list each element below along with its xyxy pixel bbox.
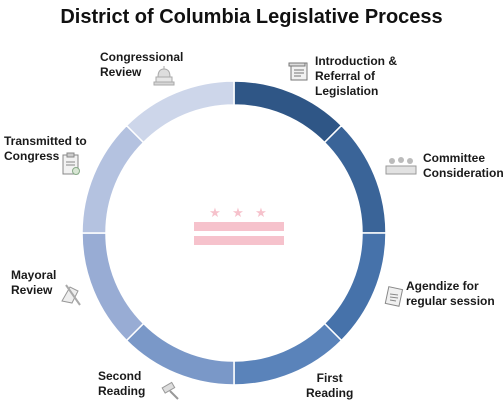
- step-label-congressional-review: Congressional Review: [100, 50, 184, 79]
- step-label-mayoral-review: Mayoral Review: [11, 268, 57, 297]
- committee-icon: [385, 157, 417, 175]
- gavel-icon: [161, 381, 179, 400]
- document-icon: [288, 62, 308, 81]
- cycle-segment: [81, 124, 145, 234]
- cycle-segment: [125, 80, 235, 144]
- flag-bar: [194, 236, 284, 245]
- cycle-segment: [81, 232, 145, 342]
- flag-star: ★: [232, 205, 244, 220]
- capitol-icon: [153, 66, 175, 86]
- flag-star: ★: [209, 205, 221, 220]
- agenda-icon: [384, 286, 404, 307]
- step-label-first-reading: First Reading: [306, 371, 354, 400]
- step-label-committee: Committee Consideration: [423, 151, 503, 180]
- step-label-transmitted: Transmitted to Congress: [4, 134, 87, 163]
- step-label-introduction: Introduction & Referral of Legislation: [315, 54, 397, 98]
- step-label-second-reading: Second Reading: [98, 369, 146, 398]
- cycle-segment: [323, 232, 387, 342]
- flag-star: ★: [255, 205, 267, 220]
- clipboard-icon: [62, 152, 80, 175]
- dc-flag-icon: ★ ★ ★: [194, 205, 284, 245]
- cycle-segment: [323, 124, 387, 234]
- step-label-agendize: Agendize for regular session: [406, 279, 495, 308]
- signing-icon: [61, 284, 81, 306]
- page-title: District of Columbia Legislative Process: [60, 6, 443, 28]
- flag-bar: [194, 222, 284, 231]
